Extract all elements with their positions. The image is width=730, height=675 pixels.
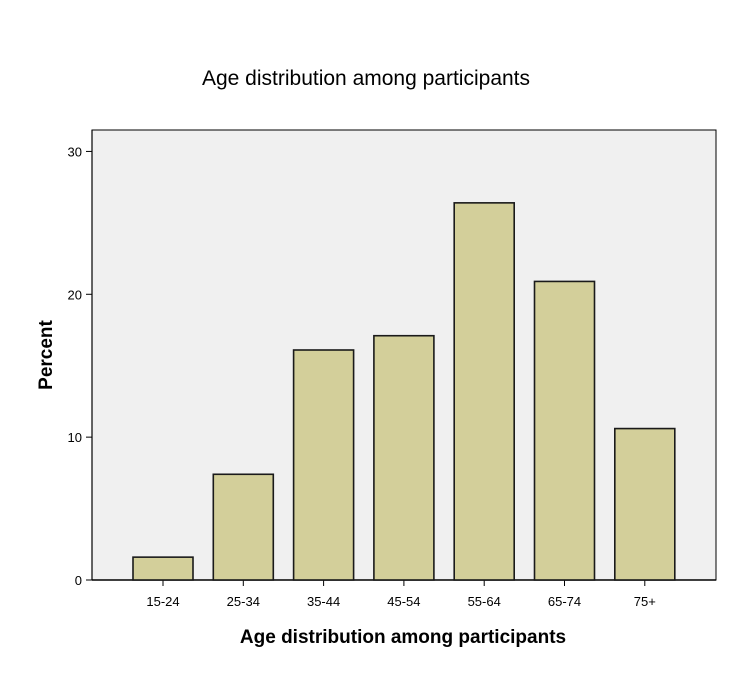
x-tick-label: 55-64 xyxy=(468,594,501,609)
x-tick-label: 25-34 xyxy=(227,594,260,609)
chart-title: Age distribution among participants xyxy=(202,67,530,90)
bar-35-44 xyxy=(292,349,355,581)
bar-75+ xyxy=(613,427,676,581)
x-tick-label: 35-44 xyxy=(307,594,340,609)
y-tick-label: 30 xyxy=(68,144,82,159)
y-tick-label: 20 xyxy=(68,287,82,302)
y-axis-label: Percent xyxy=(36,319,57,389)
x-axis-label: Age distribution among participants xyxy=(240,627,566,648)
x-tick-label: 65-74 xyxy=(548,594,581,609)
x-axis: 15-24 25-34 35-44 45-54 55-64 65-74 75+ xyxy=(92,579,716,609)
x-tick-label: 75+ xyxy=(634,594,656,609)
y-tick-label: 0 xyxy=(75,573,82,588)
bar-15-24 xyxy=(132,556,194,581)
bar-55-64 xyxy=(453,202,516,581)
bar-45-54 xyxy=(373,334,435,581)
x-tick-label: 15-24 xyxy=(146,594,179,609)
y-tick-label: 10 xyxy=(68,430,82,445)
bars-group xyxy=(132,202,676,581)
x-tick-label: 45-54 xyxy=(387,594,420,609)
y-axis: 0 10 20 30 xyxy=(68,130,93,588)
bar-25-34 xyxy=(212,473,275,581)
bar-65-74 xyxy=(533,280,596,581)
